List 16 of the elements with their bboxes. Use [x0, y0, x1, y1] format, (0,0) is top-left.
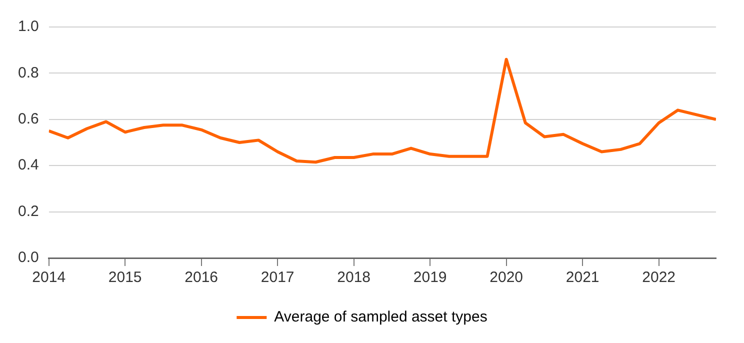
x-tick-label: 2018 — [337, 269, 371, 286]
y-tick-label: 0.6 — [18, 110, 39, 128]
x-tick-label: 2016 — [184, 269, 218, 286]
x-tick-label: 2021 — [566, 269, 600, 286]
x-tick-label: 2015 — [108, 269, 142, 286]
x-tick-label: 2014 — [32, 269, 66, 286]
x-tick-label: 2019 — [413, 269, 447, 286]
y-tick-label: 0.2 — [18, 202, 39, 220]
y-tick-label: 0.8 — [18, 64, 39, 82]
y-tick-label: 0.4 — [18, 156, 39, 174]
x-tick-label: 2022 — [642, 269, 676, 286]
x-tick-label: 2017 — [260, 269, 294, 286]
legend-label: Average of sampled asset types — [274, 308, 488, 326]
y-tick-label: 1.0 — [18, 18, 39, 36]
y-tick-label: 0.0 — [18, 249, 39, 266]
x-tick-label: 2020 — [490, 269, 524, 286]
